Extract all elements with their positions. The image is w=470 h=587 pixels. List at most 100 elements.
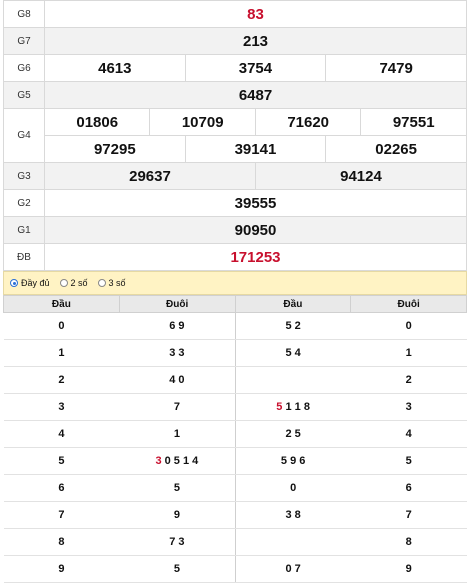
dau-list: 5 2: [234, 312, 351, 340]
duoi-list: 7: [119, 393, 235, 421]
table-row: 3 7 5 1 1 8 3: [3, 393, 467, 421]
duoi-list: 3 3: [119, 339, 235, 367]
prize-number: 10709: [149, 108, 256, 136]
prize-number: 39555: [44, 189, 467, 217]
col-dau: Đầu: [3, 295, 120, 313]
prize-number: 83: [44, 0, 467, 28]
radio-full[interactable]: [10, 279, 18, 287]
prize-label: G3: [3, 162, 45, 190]
dau-digit: 9: [3, 555, 120, 583]
prize-number: 97551: [360, 108, 467, 136]
prize-row-g6: G6 4613 3754 7479: [3, 54, 467, 82]
digits: 3: [405, 401, 412, 413]
highlight-digit: 5: [276, 401, 283, 413]
duoi-digit: 9: [350, 555, 467, 583]
prize-row-g3: G3 29637 94124: [3, 162, 468, 190]
digits: 8: [405, 536, 412, 548]
table-row: 7 9 3 8 7: [3, 501, 467, 529]
dau-digit: 8: [3, 528, 120, 556]
radio-two-digits[interactable]: [59, 279, 68, 287]
digits: 4 0: [169, 374, 185, 386]
option-three-digits[interactable]: 3 số: [97, 278, 126, 288]
special-prize-number: 171253: [44, 243, 467, 271]
dau-list: 5 9 6: [234, 447, 351, 475]
table-row: 2 4 0 2: [3, 366, 467, 394]
digits: 6 9: [169, 320, 185, 332]
digits: 5 2: [285, 320, 301, 332]
dau-digit: 6: [3, 474, 120, 502]
digits: 7 3: [169, 536, 185, 548]
prize-number: 02265: [325, 135, 467, 163]
digits: 3: [58, 401, 65, 413]
digits: 0 5 1 4: [161, 455, 199, 467]
duoi-digit: 5: [350, 447, 467, 475]
digits: 0: [290, 482, 297, 494]
prize-number: 7479: [325, 54, 467, 82]
dau-list: 5 1 1 8: [234, 393, 351, 421]
dau-digit: 2: [3, 366, 120, 394]
digits: 1: [405, 347, 412, 359]
prize-label: G6: [3, 54, 45, 82]
digits: 5: [405, 455, 412, 467]
duoi-list: 3 0 5 1 4: [119, 447, 235, 475]
dau-list: 2 5: [234, 420, 351, 448]
digits: 3 8: [285, 509, 301, 521]
duoi-digit: 3: [350, 393, 467, 421]
dau-list: [234, 366, 351, 394]
digits: 5: [173, 563, 180, 575]
duoi-list: 7 3: [119, 528, 235, 556]
duoi-list: 9: [119, 501, 235, 529]
digits: 7: [58, 509, 65, 521]
table-row: 6 5 0 6: [3, 474, 467, 502]
dau-list: 0 7: [234, 555, 351, 583]
dau-list: [234, 528, 351, 556]
prize-number: 29637: [44, 162, 256, 190]
duoi-digit: 0: [350, 312, 467, 340]
prize-number: 97295: [44, 135, 186, 163]
prize-label: G8: [3, 0, 45, 28]
option-full-label: Đầy đủ: [21, 278, 50, 288]
digits: 0 7: [285, 563, 301, 575]
digits: 1: [58, 347, 65, 359]
dau-digit: 5: [3, 447, 120, 475]
option-two-digits[interactable]: 2 số: [59, 278, 88, 288]
option-three-label: 3 số: [108, 278, 126, 288]
table-row: 9 5 0 7 9: [3, 555, 467, 583]
table-row: 5 3 0 5 1 4 5 9 6 5: [3, 447, 467, 475]
table-row: 0 6 9 5 2 0: [3, 312, 467, 340]
digits: 1: [173, 428, 180, 440]
duoi-digit: 1: [350, 339, 467, 367]
dau-list: 3 8: [234, 501, 351, 529]
option-full[interactable]: Đầy đủ: [10, 278, 50, 288]
digits: 4: [58, 428, 65, 440]
duoi-list: 4 0: [119, 366, 235, 394]
digits: 9: [173, 509, 180, 521]
digits: 7: [173, 401, 180, 413]
dau-digit: 3: [3, 393, 120, 421]
prize-number: 4613: [44, 54, 186, 82]
highlight-digit: 3: [155, 455, 162, 467]
digits: 0: [405, 320, 412, 332]
digits: 5: [173, 482, 180, 494]
digits: 6: [58, 482, 65, 494]
radio-three-digits[interactable]: [97, 279, 106, 287]
digits: 3 3: [169, 347, 185, 359]
prize-row-g4: G4 01806 10709 71620 97551: [3, 108, 467, 163]
digits: 7: [405, 509, 412, 521]
prize-label: G4: [3, 108, 45, 163]
prize-label: G5: [3, 81, 45, 109]
prize-row-g8: G8 83: [3, 0, 467, 28]
duoi-digit: 7: [350, 501, 467, 529]
dau-digit: 1: [3, 339, 120, 367]
col-duoi: Đuôi: [118, 295, 236, 313]
duoi-list: 6 9: [119, 312, 235, 340]
prize-label: G1: [3, 216, 45, 244]
dau-digit: 0: [3, 312, 120, 340]
digits: 5: [58, 455, 65, 467]
dau-digit: 4: [3, 420, 120, 448]
duoi-digit: 6: [350, 474, 467, 502]
prize-number: 71620: [254, 108, 362, 136]
prize-number: 39141: [184, 135, 327, 163]
duoi-list: 1: [119, 420, 235, 448]
digits: 9: [405, 563, 412, 575]
